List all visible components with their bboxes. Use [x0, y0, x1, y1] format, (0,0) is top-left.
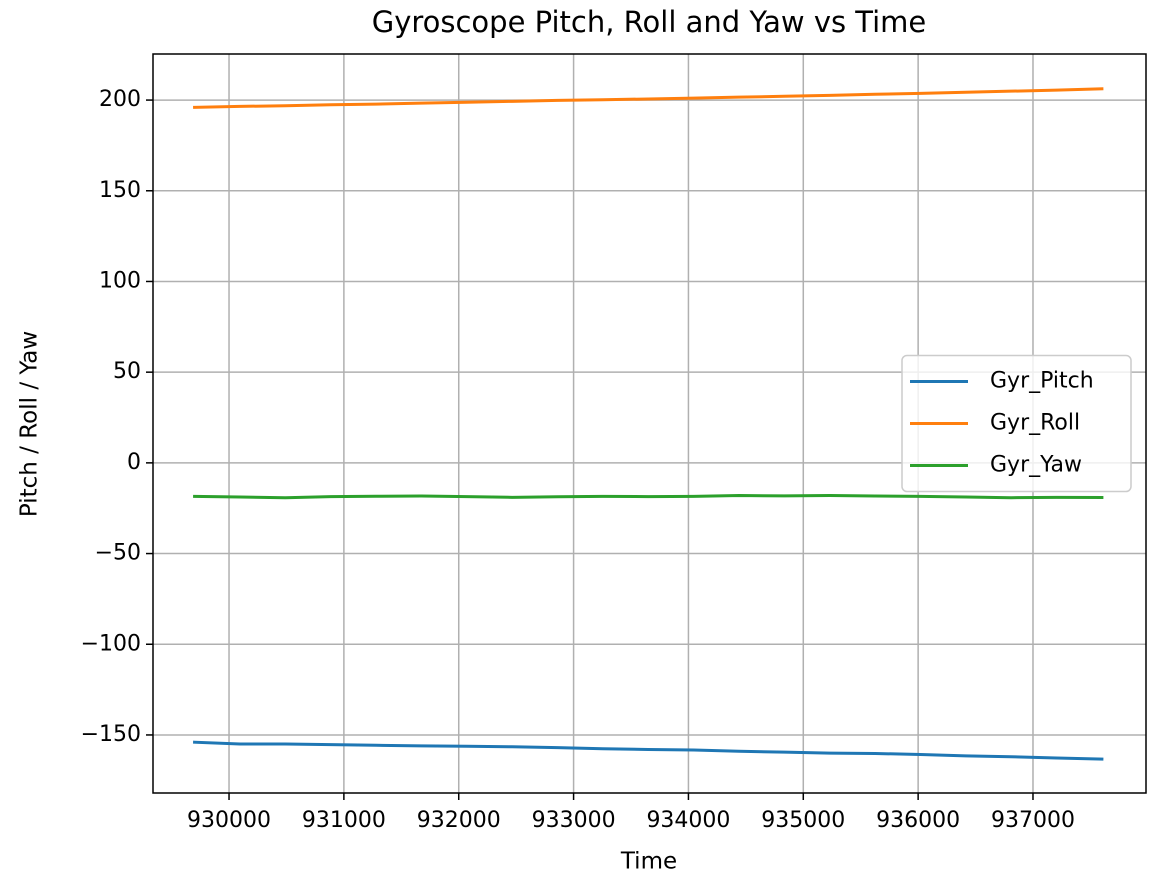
legend-label: Gyr_Roll: [990, 411, 1080, 436]
y-axis-label: Pitch / Roll / Yaw: [17, 331, 43, 517]
x-tick-label: 936000: [876, 808, 960, 833]
x-tick-label: 937000: [991, 808, 1075, 833]
plot-frame: [152, 53, 1147, 794]
legend: Gyr_Pitch Gyr_Roll Gyr_Yaw: [901, 354, 1132, 493]
y-tick-label: 150: [99, 178, 141, 203]
legend-label: Gyr_Pitch: [990, 369, 1094, 394]
chart-title: Gyroscope Pitch, Roll and Yaw vs Time: [372, 5, 927, 39]
data-line: [193, 740, 1104, 761]
y-tick-label: −100: [81, 631, 141, 656]
x-axis-label: Time: [620, 849, 677, 875]
y-tick-label: −50: [95, 541, 141, 566]
data-line: [193, 494, 1104, 500]
x-tick-label: 935000: [761, 808, 845, 833]
x-tick-label: 932000: [417, 808, 501, 833]
x-tick-label: 930000: [187, 808, 271, 833]
data-line: [193, 87, 1104, 109]
y-tick-label: 50: [113, 359, 141, 384]
y-tick-label: 200: [99, 87, 141, 112]
y-tick-label: 100: [99, 268, 141, 293]
legend-box: [901, 354, 1132, 493]
x-tick-label: 934000: [646, 808, 730, 833]
x-tick-label: 931000: [302, 808, 386, 833]
x-tick-label: 933000: [532, 808, 616, 833]
legend-label: Gyr_Yaw: [990, 453, 1082, 478]
y-tick-label: −150: [81, 722, 141, 747]
y-tick-label: 0: [127, 450, 141, 475]
